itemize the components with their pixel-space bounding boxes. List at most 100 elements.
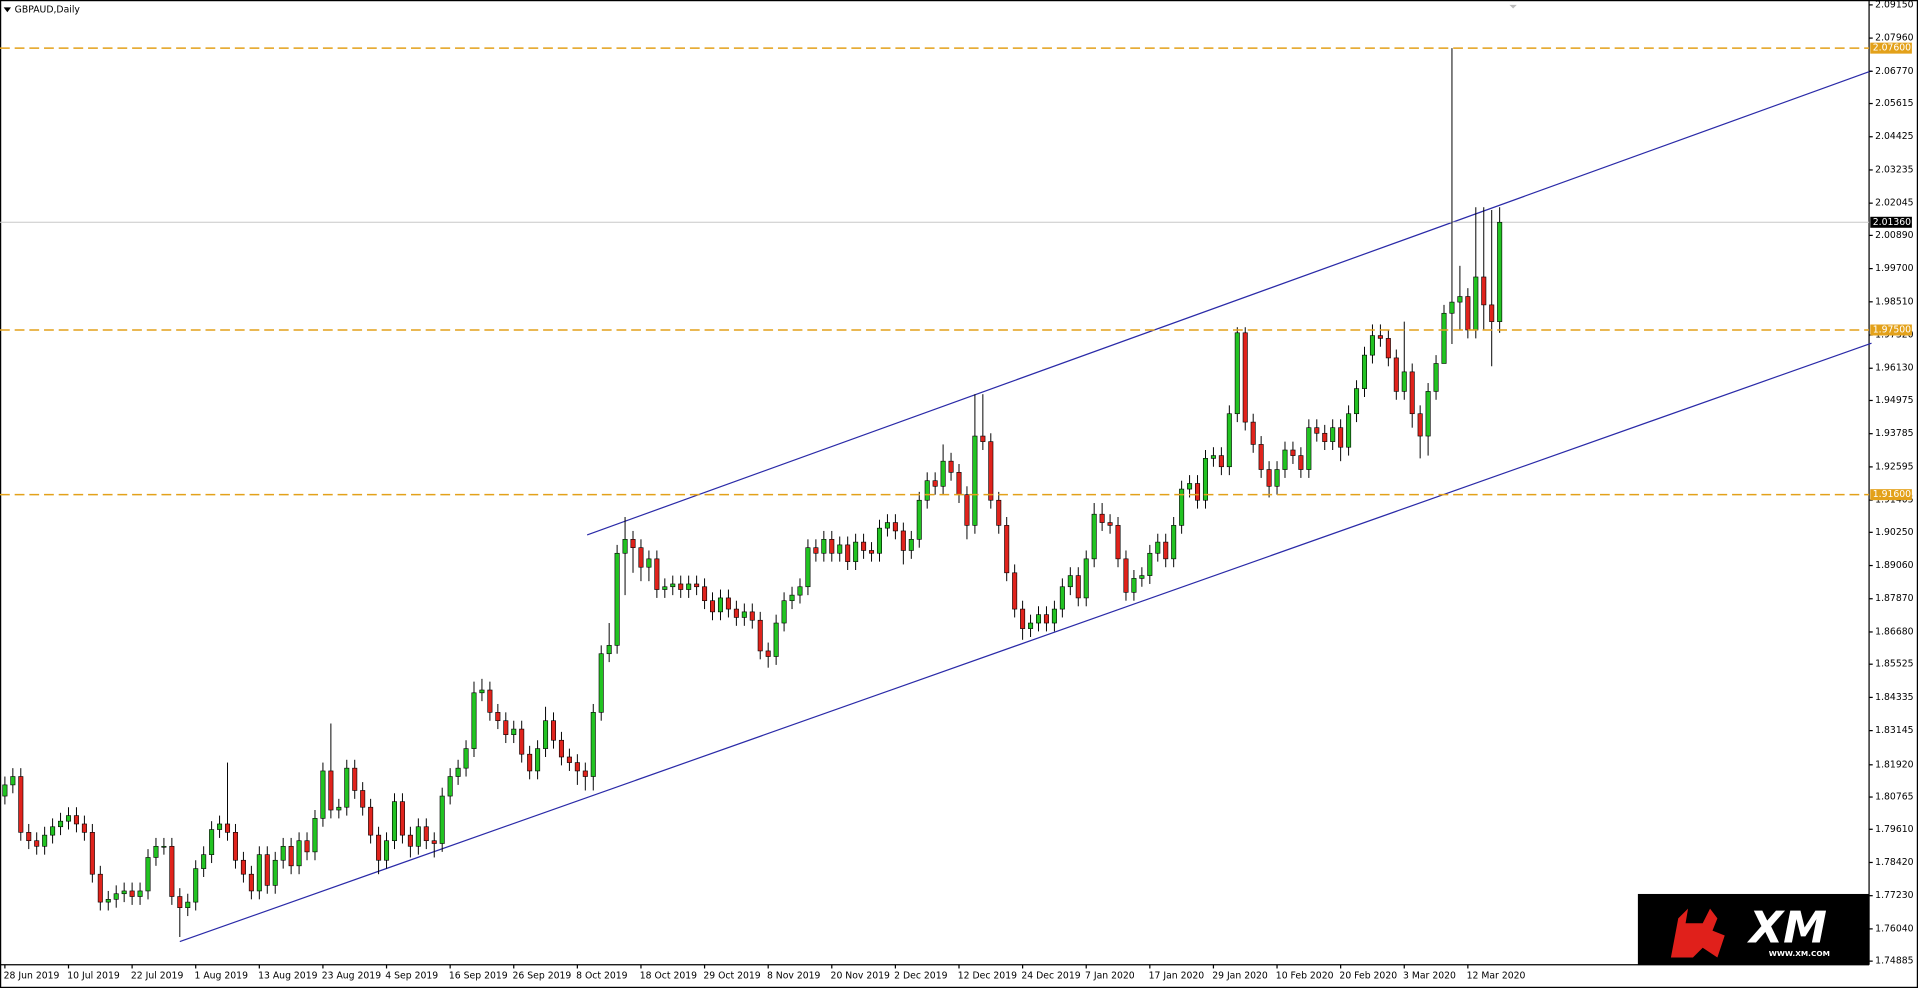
candle-body bbox=[471, 692, 477, 749]
candle-body bbox=[81, 823, 87, 833]
candle-body bbox=[1354, 388, 1360, 415]
candle-body bbox=[1489, 304, 1495, 322]
y-tick-label: 1.98510 bbox=[1875, 296, 1913, 307]
x-tick-label: 24 Dec 2019 bbox=[1021, 970, 1080, 981]
candle-body bbox=[622, 539, 628, 554]
candle-body bbox=[1282, 449, 1288, 470]
candle-body bbox=[503, 720, 509, 735]
candle-body bbox=[574, 762, 580, 772]
y-tick-label: 1.99700 bbox=[1875, 263, 1913, 274]
candle-body bbox=[352, 767, 358, 791]
candle-body bbox=[821, 539, 827, 554]
candle-body bbox=[1155, 541, 1161, 554]
candle-body bbox=[678, 583, 684, 590]
candle-body bbox=[1179, 488, 1185, 526]
candle-body bbox=[1409, 371, 1415, 415]
y-tick-label: 1.74885 bbox=[1875, 956, 1913, 967]
candle-body bbox=[813, 547, 819, 554]
level-label-box bbox=[1870, 489, 1912, 501]
candle-body bbox=[948, 460, 954, 473]
candle-body bbox=[1417, 413, 1423, 437]
candle-body bbox=[527, 753, 533, 772]
candle-body bbox=[1043, 614, 1049, 624]
y-tick-label: 1.76040 bbox=[1875, 923, 1913, 934]
candle-body bbox=[1369, 335, 1375, 356]
x-tick-label: 23 Aug 2019 bbox=[322, 970, 382, 981]
candle-body bbox=[1361, 354, 1368, 389]
x-tick-label: 16 Sep 2019 bbox=[449, 970, 508, 981]
candle-body bbox=[415, 826, 421, 847]
candle-body bbox=[733, 608, 739, 618]
candles bbox=[0, 48, 1870, 937]
candle-body bbox=[225, 823, 231, 833]
y-tick-label: 2.02045 bbox=[1875, 198, 1913, 209]
candle-body bbox=[805, 547, 811, 588]
candle-body bbox=[789, 594, 795, 602]
menu-arrow[interactable] bbox=[3, 7, 12, 13]
candle-body bbox=[153, 845, 159, 858]
y-tick-label: 1.89060 bbox=[1875, 560, 1913, 571]
candle-body bbox=[42, 834, 48, 847]
candle-body bbox=[1202, 458, 1208, 501]
candle-body bbox=[280, 845, 286, 861]
candle-body bbox=[1338, 427, 1344, 448]
candle-body bbox=[201, 854, 207, 869]
candle-body bbox=[566, 756, 572, 763]
candle-body bbox=[1346, 413, 1352, 448]
candle-body bbox=[908, 539, 914, 551]
candle-body bbox=[463, 748, 469, 769]
y-tick-label: 1.86680 bbox=[1875, 626, 1913, 637]
candle-body bbox=[264, 854, 270, 886]
candle-body bbox=[344, 767, 350, 808]
y-tick-label: 2.05615 bbox=[1875, 98, 1913, 109]
candle-body bbox=[97, 873, 103, 903]
shift-marker bbox=[1509, 4, 1517, 9]
candle-body bbox=[256, 854, 262, 892]
candle-body bbox=[73, 815, 79, 825]
logo-text: XM bbox=[1746, 903, 1827, 954]
candle-body bbox=[1250, 421, 1256, 445]
candle-body bbox=[455, 767, 461, 777]
candle-body bbox=[296, 840, 302, 867]
x-tick-label: 29 Oct 2019 bbox=[703, 970, 760, 981]
current-price-box bbox=[1870, 216, 1912, 228]
candle-body bbox=[1449, 301, 1455, 314]
level-label: 1.91600 bbox=[1873, 489, 1911, 500]
x-tick-label: 2 Dec 2019 bbox=[894, 970, 947, 981]
candle-body bbox=[1083, 558, 1089, 599]
x-tick-label: 26 Sep 2019 bbox=[513, 970, 572, 981]
candle-body bbox=[646, 558, 652, 568]
candle-body bbox=[1187, 483, 1193, 490]
candle-body bbox=[1242, 332, 1248, 423]
candle-body bbox=[519, 728, 525, 755]
candle-body bbox=[407, 834, 413, 847]
candle-body bbox=[1274, 469, 1280, 487]
candle-body bbox=[630, 539, 636, 548]
x-tick-label: 29 Jan 2020 bbox=[1212, 970, 1268, 981]
candle-body bbox=[932, 480, 938, 487]
candle-body bbox=[956, 472, 962, 495]
candle-body bbox=[749, 611, 755, 621]
x-tick-label: 13 Aug 2019 bbox=[258, 970, 318, 981]
candle-body bbox=[431, 840, 437, 844]
y-tick-label: 1.85525 bbox=[1875, 659, 1913, 670]
candle-body bbox=[145, 857, 151, 892]
y-tick-label: 1.84335 bbox=[1875, 692, 1913, 703]
y-tick-label: 2.00890 bbox=[1875, 230, 1913, 241]
candle-body bbox=[1234, 332, 1240, 415]
candle-body bbox=[1195, 483, 1201, 501]
y-tick-label: 1.81920 bbox=[1875, 759, 1913, 770]
candle-body bbox=[1051, 608, 1057, 624]
candle-body bbox=[916, 499, 922, 540]
candle-body bbox=[58, 820, 64, 828]
current-price-label: 2.01360 bbox=[1873, 217, 1911, 228]
candle-body bbox=[368, 806, 374, 836]
candle-body bbox=[1441, 312, 1447, 364]
candle-body bbox=[439, 795, 445, 844]
candle-body bbox=[670, 583, 676, 588]
candle-body bbox=[884, 522, 890, 529]
candle-body bbox=[161, 845, 167, 848]
candle-body bbox=[1425, 391, 1431, 437]
y-tick-label: 1.78420 bbox=[1875, 857, 1913, 868]
